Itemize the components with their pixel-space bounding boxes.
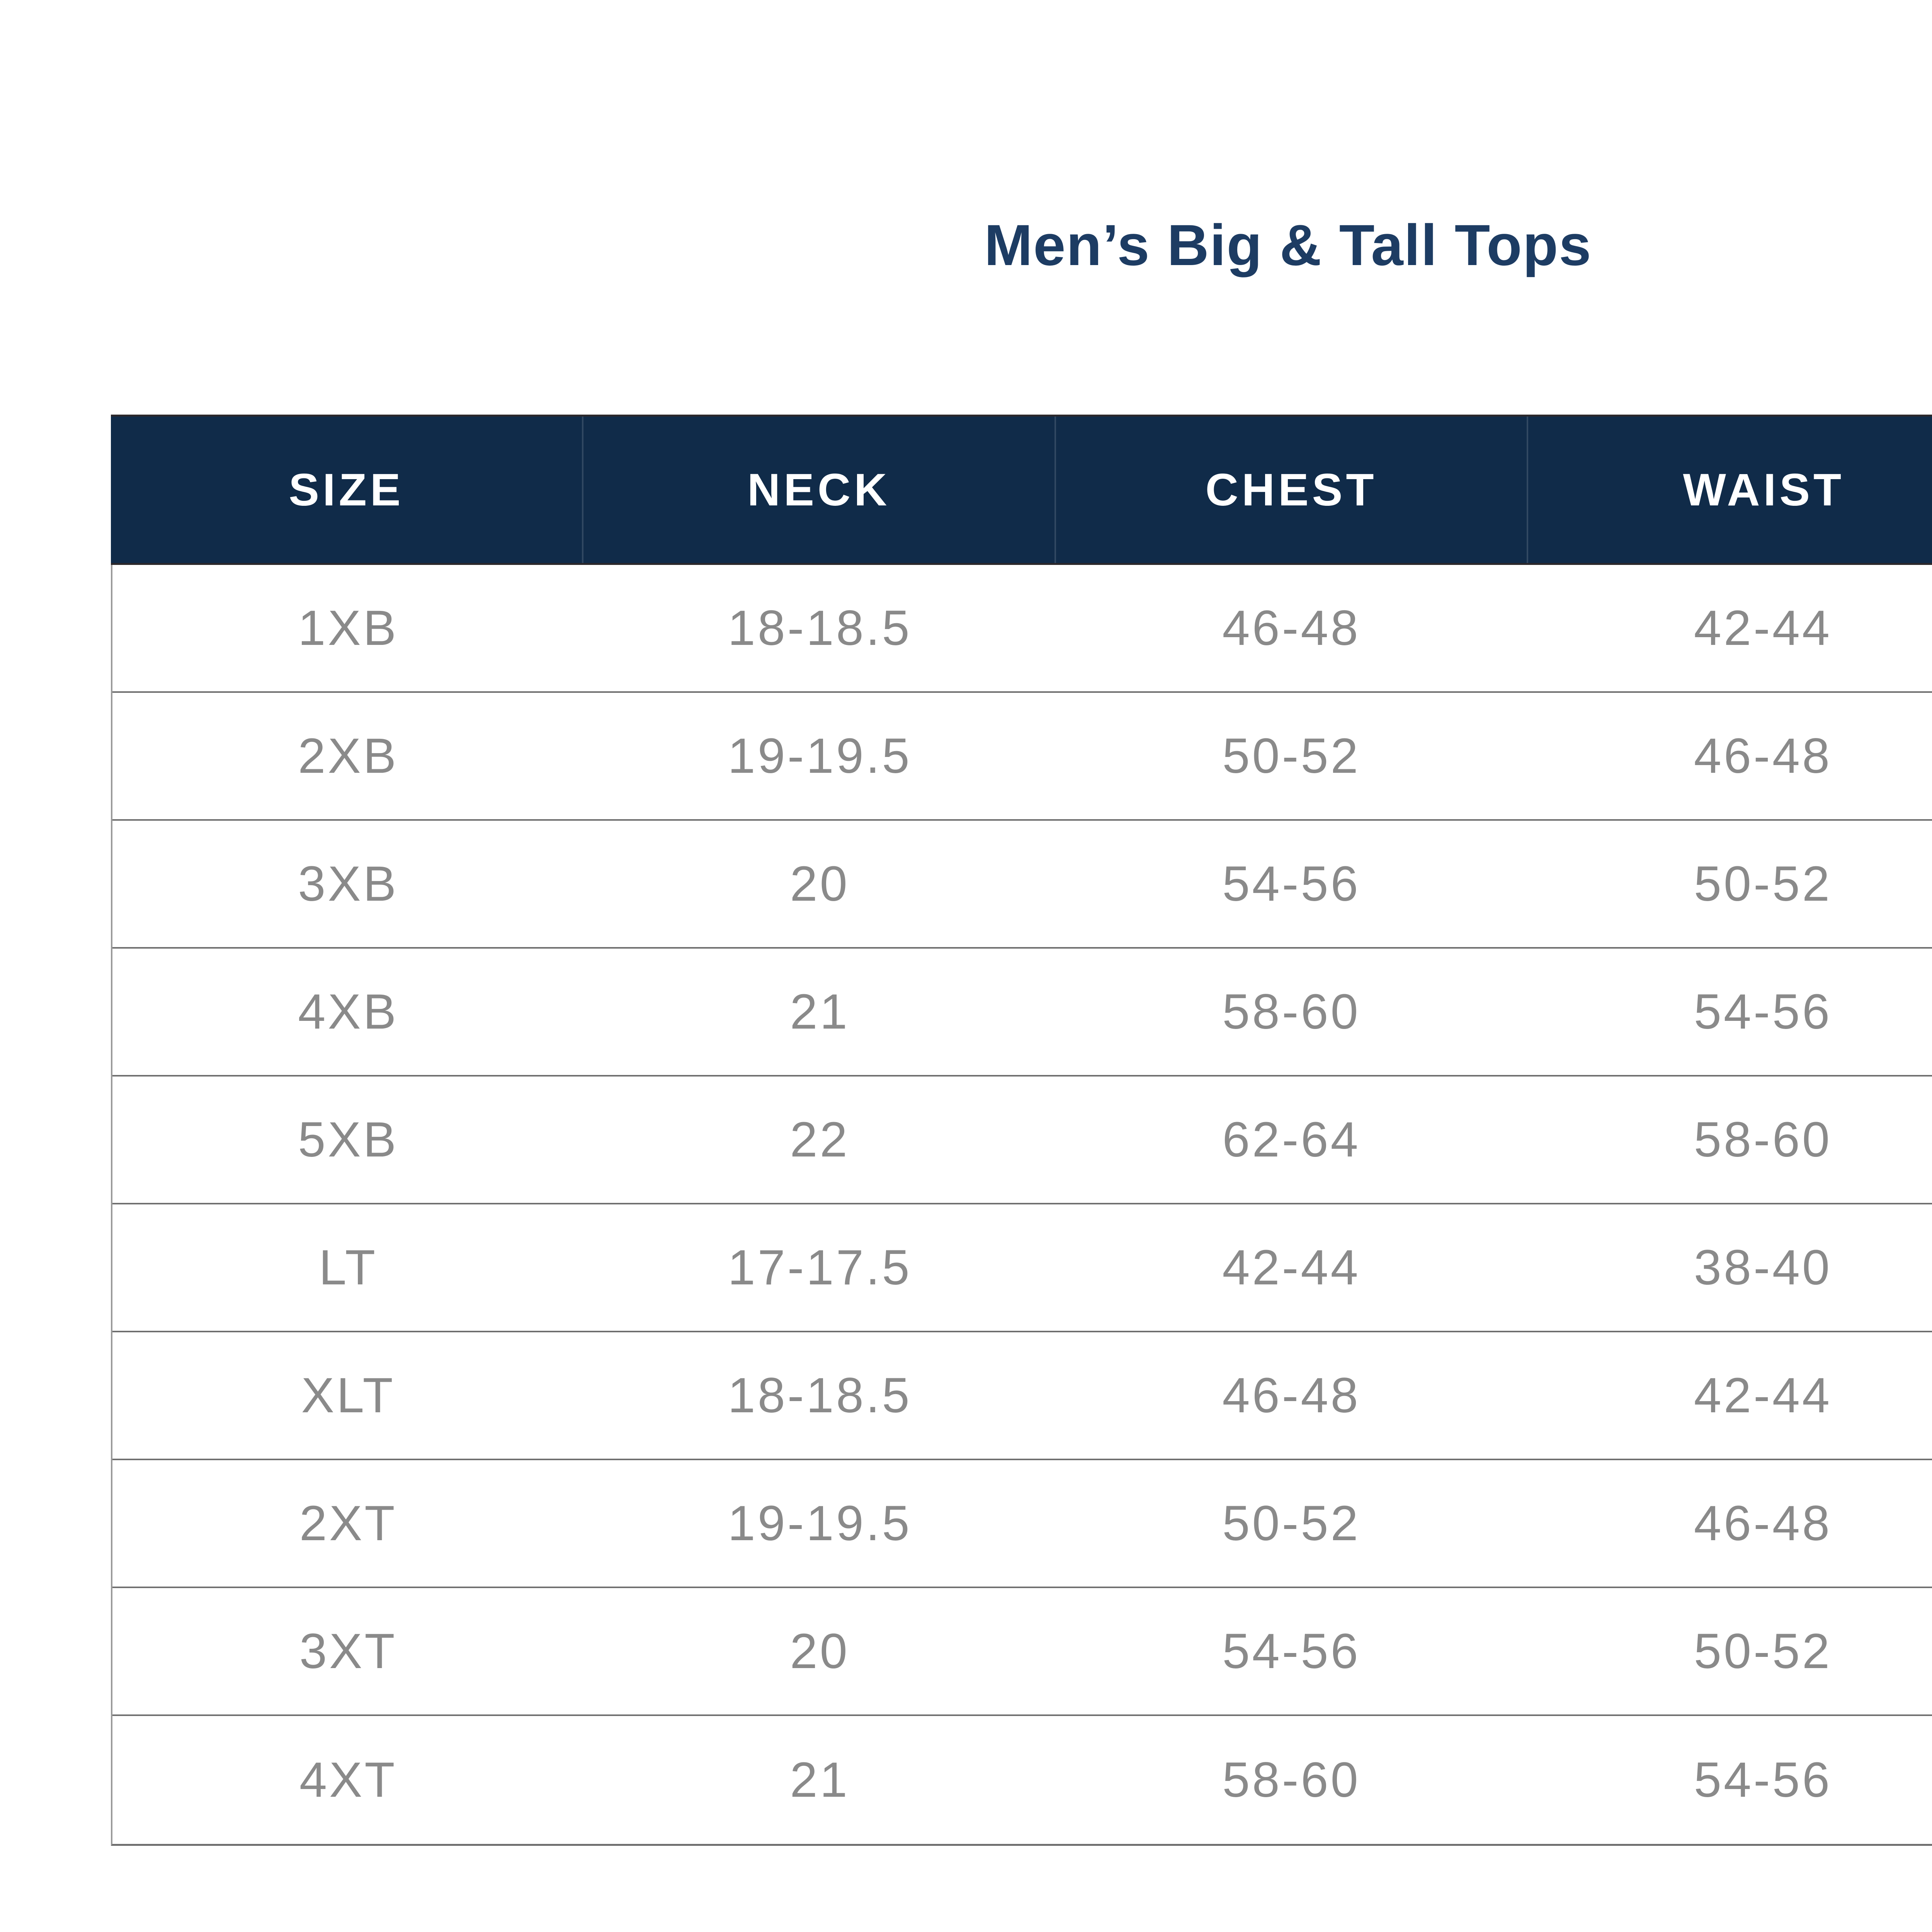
value-cell: 54-56 — [1222, 856, 1361, 912]
header-cell-neck: NECK — [582, 417, 1054, 563]
value-cell: 22 — [790, 1112, 850, 1167]
size-cell: LT — [319, 1240, 378, 1295]
value-cell: 54-56 — [1694, 1752, 1832, 1808]
header-cell-waist: WAIST — [1527, 417, 1932, 563]
value-cell: 21 — [790, 1752, 850, 1808]
value-cell: 50-52 — [1222, 1496, 1361, 1551]
size-cell: XLT — [301, 1368, 395, 1423]
value-cell: 46-48 — [1222, 600, 1361, 656]
size-cell: 2XT — [299, 1496, 397, 1551]
header-cell-size: SIZE — [289, 464, 404, 515]
size-cell: 2XB — [298, 728, 399, 784]
value-cell: 21 — [790, 984, 850, 1039]
value-cell: 50-52 — [1222, 728, 1361, 784]
size-cell: 4XT — [299, 1752, 397, 1808]
value-cell: 20 — [790, 1624, 850, 1679]
table-header-row: SIZENECKCHESTWAISTSLEEVE LENGTH — [111, 415, 1932, 565]
size-cell: 5XB — [298, 1112, 399, 1167]
value-cell: 38-40 — [1694, 1240, 1832, 1295]
value-cell: 19-19.5 — [728, 728, 912, 784]
value-cell: 50-52 — [1694, 1624, 1832, 1679]
value-cell: 54-56 — [1222, 1624, 1361, 1679]
value-cell: 42-44 — [1694, 600, 1832, 656]
value-cell: 42-44 — [1222, 1240, 1361, 1295]
value-cell: 58-60 — [1222, 984, 1361, 1039]
size-cell: 4XB — [298, 984, 399, 1039]
header-cell-chest: CHEST — [1054, 417, 1527, 563]
size-chart-table: SIZENECKCHESTWAISTSLEEVE LENGTH 1XB18-18… — [111, 415, 1932, 1846]
size-cell: 3XB — [298, 856, 399, 912]
value-cell: 46-48 — [1694, 1496, 1832, 1551]
value-cell: 58-60 — [1694, 1112, 1832, 1167]
value-cell: 50-52 — [1694, 856, 1832, 912]
value-cell: 18-18.5 — [728, 1368, 912, 1423]
value-cell: 62-64 — [1222, 1112, 1361, 1167]
value-cell: 54-56 — [1694, 984, 1832, 1039]
size-cell: 1XB — [298, 600, 399, 656]
page-title: Men’s Big & Tall Tops — [984, 213, 1592, 277]
table-body: 1XB18-18.546-4842-44352XB19-19.550-5246-… — [111, 565, 1932, 1846]
value-cell: 46-48 — [1694, 728, 1832, 784]
value-cell: 20 — [790, 856, 850, 912]
value-cell: 17-17.5 — [728, 1240, 912, 1295]
size-cell: 3XT — [299, 1624, 397, 1679]
value-cell: 19-19.5 — [728, 1496, 912, 1551]
value-cell: 46-48 — [1222, 1368, 1361, 1423]
value-cell: 18-18.5 — [728, 600, 912, 656]
value-cell: 42-44 — [1694, 1368, 1832, 1423]
value-cell: 58-60 — [1222, 1752, 1361, 1808]
